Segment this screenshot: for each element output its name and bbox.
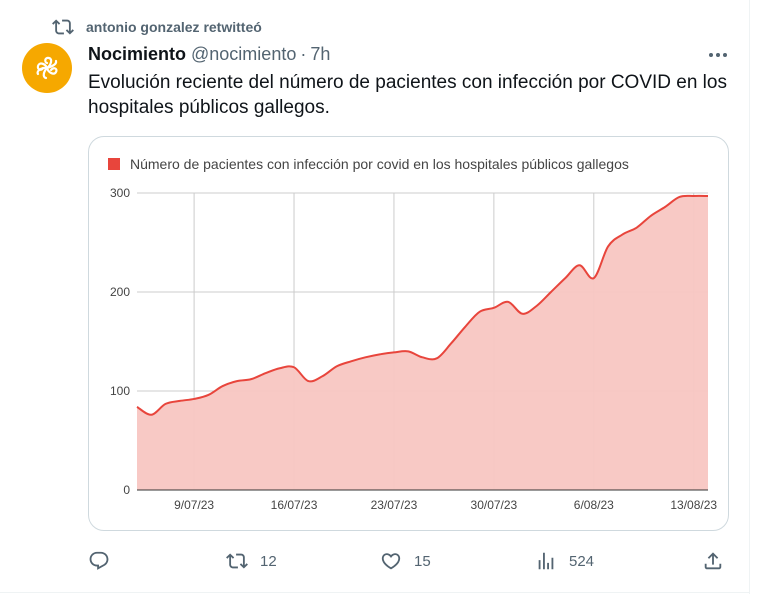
x-tick-label: 13/08/23 — [670, 498, 717, 512]
like-count: 15 — [414, 552, 431, 570]
tweet-divider — [0, 592, 750, 593]
x-tick-label: 9/07/23 — [174, 498, 214, 512]
retweet-icon — [52, 19, 74, 35]
triskelion-logo-icon — [36, 56, 58, 80]
y-tick-label: 0 — [123, 483, 130, 497]
y-tick-label: 100 — [110, 384, 130, 398]
views-count: 524 — [569, 552, 595, 570]
share-button[interactable] — [702, 546, 724, 576]
tweet-actions: 12 15 524 — [0, 546, 750, 576]
series-line — [136, 194, 709, 416]
tweet-timestamp[interactable]: 7h — [310, 43, 331, 64]
share-icon — [704, 552, 722, 570]
legend-swatch — [108, 158, 120, 170]
chart-image-card[interactable]: 0 100 200 300 9/07/23 16/07/23 23/07/23 30/07/2… — [88, 136, 729, 531]
series-area-fill — [137, 195, 708, 490]
retweet-button[interactable]: 12 — [226, 546, 277, 576]
x-tick-label: 30/07/23 — [471, 498, 518, 512]
timeline-divider — [749, 0, 750, 594]
retweet-count: 12 — [260, 552, 277, 570]
retweet-action-icon — [226, 553, 248, 569]
covid-patients-chart: 0 100 200 300 9/07/23 16/07/23 23/07/23 30/07/2… — [108, 156, 717, 512]
author-handle[interactable]: @nocimiento — [191, 43, 297, 64]
tweet-text: Evolución reciente del número de pacient… — [88, 72, 727, 118]
author-name[interactable]: Nocimiento — [88, 43, 187, 64]
views-button[interactable]: 524 — [535, 546, 594, 576]
reply-icon — [89, 551, 109, 570]
y-tick-label: 300 — [110, 186, 130, 200]
header-separator: · — [300, 43, 307, 64]
like-button[interactable]: 15 — [380, 546, 431, 576]
heart-icon — [381, 553, 401, 570]
legend-label: Número de pacientes con infección por co… — [130, 156, 629, 172]
avatar[interactable] — [22, 43, 72, 93]
retweet-context[interactable]: antonio gonzalez retwitteó — [52, 16, 262, 38]
x-tick-label: 16/07/23 — [271, 498, 318, 512]
analytics-icon — [538, 552, 554, 570]
reply-button[interactable] — [88, 546, 122, 576]
y-tick-label: 200 — [110, 285, 130, 299]
more-options-icon[interactable] — [705, 44, 731, 66]
tweet-header: Nocimiento @nocimiento · 7h — [88, 43, 330, 65]
retweet-text: antonio gonzalez retwitteó — [86, 19, 262, 35]
x-tick-label: 23/07/23 — [371, 498, 418, 512]
x-tick-label: 6/08/23 — [574, 498, 614, 512]
